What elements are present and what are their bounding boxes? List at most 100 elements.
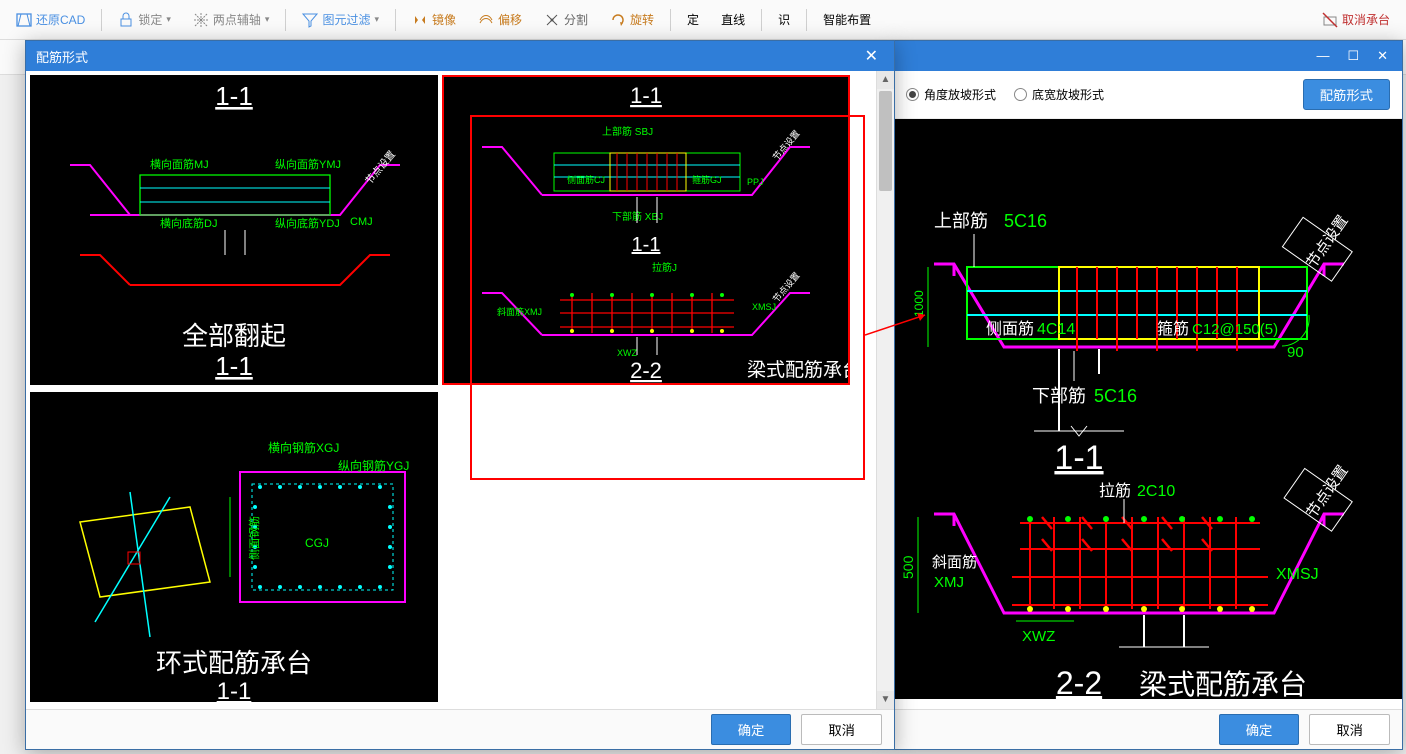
split-button[interactable]: 分割 (536, 7, 596, 32)
svg-text:侧面筋: 侧面筋 (986, 320, 1034, 338)
scroll-thumb[interactable] (879, 91, 892, 191)
mirror-button[interactable]: 镜像 (404, 7, 464, 32)
short-item2[interactable]: 直线 (713, 7, 753, 32)
option-ring-style[interactable]: 横向钢筋XGJ 纵向钢筋YGJ 侧面钢筋 CGJ 环式配筋承台 1-1 (30, 392, 438, 702)
short-item4[interactable]: 智能布置 (815, 7, 879, 32)
svg-text:90: 90 (1287, 344, 1304, 361)
dialog1-footer: 确定 取消 (26, 709, 894, 749)
split-icon (544, 12, 560, 28)
svg-text:2C10: 2C10 (1137, 483, 1175, 500)
axis-icon (193, 12, 209, 28)
svg-text:下部筋 XBJ: 下部筋 XBJ (612, 210, 663, 223)
rebar-style-button[interactable]: 配筋形式 (1303, 79, 1390, 110)
dialog2-min-button[interactable]: — (1312, 48, 1333, 64)
svg-text:箍筋: 箍筋 (1157, 320, 1189, 338)
dialog1-body: 1-1 横向面筋MJ 纵向面筋YMJ 横向底筋DJ 纵向底筋YDJ CMJ 节点… (26, 71, 894, 709)
restore-cad-label: 还原CAD (36, 11, 85, 28)
cancel-cap-button[interactable]: 取消承台 (1314, 7, 1398, 32)
rebar-style-dialog: 配筋形式 ✕ 1-1 横向面筋MJ 纵向面筋YMJ 横向底筋DJ 纵向底筋YD (25, 40, 895, 750)
svg-text:纵向面筋YMJ: 纵向面筋YMJ (275, 157, 341, 171)
option-grid: 1-1 横向面筋MJ 纵向面筋YMJ 横向底筋DJ 纵向底筋YDJ CMJ 节点… (26, 71, 894, 709)
svg-text:2-2: 2-2 (1056, 665, 1102, 699)
radio-checked-icon (906, 88, 919, 101)
dialog1-scrollbar[interactable]: ▲ ▼ (876, 71, 894, 709)
filter-icon (302, 12, 318, 28)
offset-icon (478, 12, 494, 28)
radio-unchecked-icon (1014, 88, 1027, 101)
cancel-icon (1322, 12, 1338, 28)
detail-dialog: — ☐ ✕ 角度放坡形式 底宽放坡形式 配筋形式 (893, 40, 1403, 750)
svg-text:XWZ: XWZ (617, 348, 637, 358)
svg-text:节点设置: 节点设置 (771, 270, 802, 304)
svg-text:PPJ: PPJ (747, 177, 764, 187)
svg-text:1000: 1000 (912, 290, 926, 317)
dialog1-close-button[interactable]: ✕ (859, 46, 884, 66)
offset-label: 偏移 (498, 11, 522, 28)
mirror-icon (412, 12, 428, 28)
dialog2-footer: 确定 取消 (894, 709, 1402, 749)
offset-button[interactable]: 偏移 (470, 7, 530, 32)
radio-width-slope[interactable]: 底宽放坡形式 (1014, 86, 1104, 103)
dialog2-max-button[interactable]: ☐ (1343, 48, 1363, 64)
short-item1[interactable]: 定 (679, 7, 707, 32)
dialog2-header: 角度放坡形式 底宽放坡形式 配筋形式 (894, 71, 1402, 119)
filter-button[interactable]: 图元过滤 ▾ (294, 7, 387, 32)
lock-arrow: ▾ (166, 14, 171, 25)
split-label: 分割 (564, 11, 588, 28)
svg-text:1-1: 1-1 (217, 678, 252, 702)
svg-text:箍筋GJ: 箍筋GJ (692, 174, 722, 185)
restore-cad-button[interactable]: 还原CAD (8, 7, 93, 32)
svg-text:斜面筋XMJ: 斜面筋XMJ (497, 306, 542, 317)
mirror-label: 镜像 (432, 11, 456, 28)
svg-text:纵向钢筋YGJ: 纵向钢筋YGJ (338, 458, 409, 473)
option-all-flip[interactable]: 1-1 横向面筋MJ 纵向面筋YMJ 横向底筋DJ 纵向底筋YDJ CMJ 节点… (30, 75, 438, 385)
svg-text:XWZ: XWZ (1022, 628, 1055, 645)
rotate-label: 旋转 (630, 11, 654, 28)
detail-canvas: 上部筋 5C16 侧面筋 4C14 箍筋 C12@150(5) 90 节点设置 … (894, 119, 1402, 699)
svg-text:节点设置: 节点设置 (363, 149, 398, 187)
svg-text:2-2: 2-2 (630, 358, 662, 383)
filter-arrow: ▾ (374, 14, 379, 25)
option-beam-style[interactable]: 1-1 上部筋 SBJ 侧面筋CJ 箍筋GJ (442, 75, 850, 385)
svg-text:梁式配筋承台: 梁式配筋承台 (1139, 669, 1307, 699)
axis-arrow: ▾ (265, 14, 270, 25)
svg-text:拉筋: 拉筋 (1099, 482, 1131, 500)
dialog2-titlebar[interactable]: — ☐ ✕ (894, 41, 1402, 71)
dialog2-close-button[interactable]: ✕ (1373, 48, 1392, 64)
svg-text:环式配筋承台: 环式配筋承台 (156, 648, 312, 678)
dialog1-cancel-button[interactable]: 取消 (801, 714, 882, 745)
svg-text:1-1: 1-1 (1054, 439, 1103, 477)
opt1-section-top: 1-1 (215, 81, 253, 111)
short-item3[interactable]: 识 (770, 7, 798, 32)
filter-label: 图元过滤 (322, 11, 370, 28)
rotate-icon (610, 12, 626, 28)
svg-text:5C16: 5C16 (1094, 386, 1137, 406)
svg-text:CMJ: CMJ (350, 216, 373, 228)
cancel-cap-label: 取消承台 (1342, 11, 1390, 28)
slope-radio-group: 角度放坡形式 底宽放坡形式 (906, 86, 1104, 103)
axis-button[interactable]: 两点辅轴 ▾ (185, 7, 278, 32)
svg-text:1-1: 1-1 (632, 234, 661, 256)
svg-text:斜面筋: 斜面筋 (932, 554, 977, 571)
svg-text:XMSJ: XMSJ (752, 302, 776, 312)
lock-button[interactable]: 锁定 ▾ (110, 7, 179, 32)
svg-text:XMSJ: XMSJ (1276, 566, 1319, 583)
lock-label: 锁定 (138, 11, 162, 28)
svg-text:500: 500 (900, 555, 916, 579)
dialog2-body: 角度放坡形式 底宽放坡形式 配筋形式 (894, 71, 1402, 709)
dialog1-titlebar[interactable]: 配筋形式 ✕ (26, 41, 894, 71)
dialog1-ok-button[interactable]: 确定 (711, 714, 792, 745)
scroll-up-icon[interactable]: ▲ (877, 71, 894, 89)
lock-icon (118, 12, 134, 28)
dialog2-cancel-button[interactable]: 取消 (1309, 714, 1390, 745)
rotate-button[interactable]: 旋转 (602, 7, 662, 32)
radio-width-label: 底宽放坡形式 (1032, 86, 1104, 103)
svg-text:C12@150(5): C12@150(5) (1192, 321, 1278, 338)
radio-angle-slope[interactable]: 角度放坡形式 (906, 86, 996, 103)
scroll-down-icon[interactable]: ▼ (877, 691, 894, 709)
svg-text:侧面筋CJ: 侧面筋CJ (567, 174, 605, 185)
svg-text:5C16: 5C16 (1004, 211, 1047, 231)
svg-text:4C14: 4C14 (1037, 321, 1075, 338)
dialog2-ok-button[interactable]: 确定 (1219, 714, 1300, 745)
svg-text:侧面钢筋: 侧面钢筋 (247, 516, 261, 560)
